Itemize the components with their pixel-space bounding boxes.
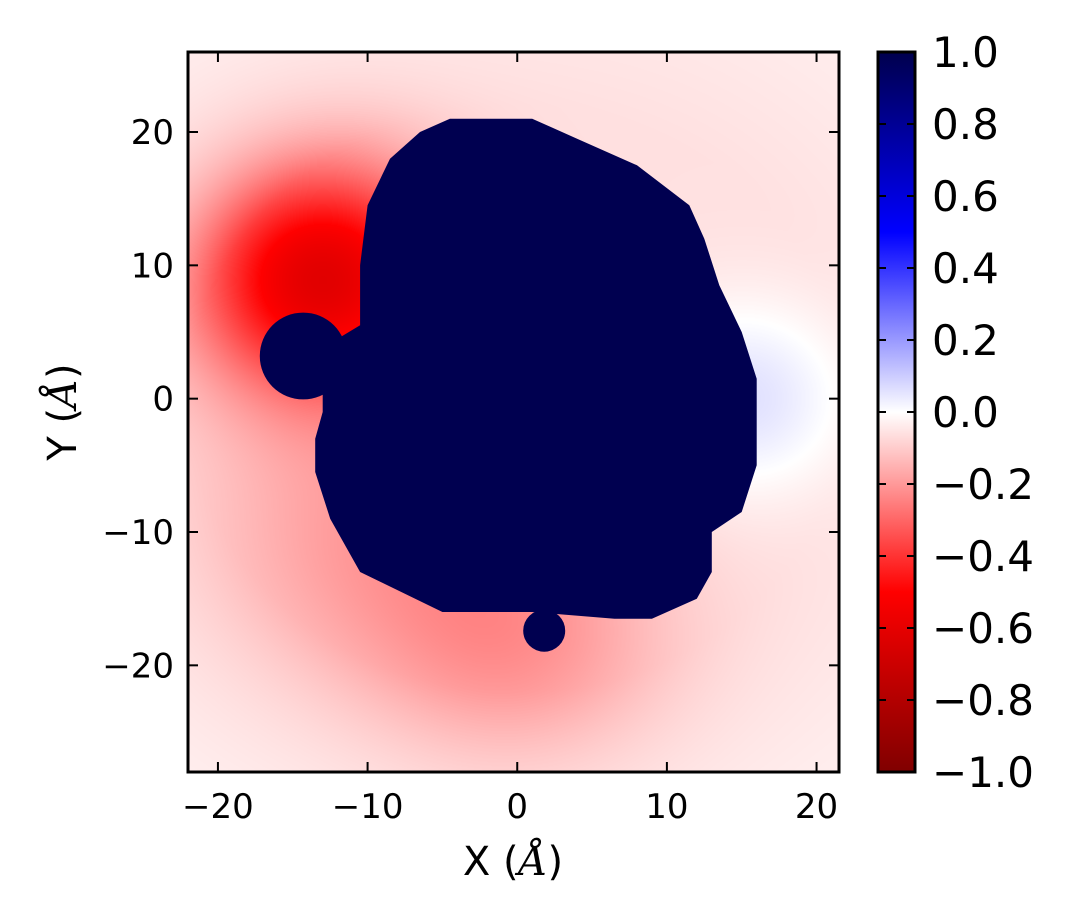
- plot-area: [188, 52, 839, 772]
- plot-frame: [186, 50, 841, 774]
- x-tick-label: 0: [506, 787, 528, 827]
- y-tick-label: 20: [131, 113, 174, 153]
- masked-blob-bottom: [523, 609, 566, 652]
- colorbar-tick-label: 0.8: [932, 100, 999, 149]
- colorbar-tick-label: 0.2: [932, 316, 999, 365]
- x-tick-label: 20: [795, 787, 838, 827]
- x-axis: −20 −10 0 10 20: [182, 52, 838, 827]
- x-tick-label: 10: [645, 787, 688, 827]
- colorbar-tick-label: −0.2: [932, 460, 1034, 509]
- masked-molecule-region: [315, 118, 757, 619]
- y-tick-label: −20: [102, 646, 174, 686]
- colorbar-tick-label: 0.6: [932, 172, 999, 221]
- colorbar-tick-label: −0.6: [932, 604, 1034, 653]
- colorbar-tick-label: 0.4: [932, 244, 999, 293]
- y-axis: −20 −10 0 10 20: [102, 113, 839, 686]
- y-tick-label: −10: [102, 513, 174, 553]
- y-axis-title: Y (Å): [39, 363, 86, 461]
- y-tick-label: 0: [152, 380, 174, 420]
- x-tick-label: −10: [332, 787, 404, 827]
- colorbar-ticks: 1.0 0.8 0.6 0.4 0.2 0.0 −0.2 −0.4 −0.6 −0.8 −1.0: [878, 28, 1034, 797]
- colorbar-tick-label: −1.0: [932, 748, 1034, 797]
- x-axis-title: X (Å): [463, 838, 563, 885]
- y-tick-label: 10: [131, 246, 174, 286]
- x-tick-label: −20: [182, 787, 254, 827]
- colorbar-tick-label: 0.0: [932, 388, 999, 437]
- colorbar-tick-label: 1.0: [932, 28, 999, 77]
- colorbar: 1.0 0.8 0.6 0.4 0.2 0.0 −0.2 −0.4 −0.6 −0.8 −1.0: [876, 28, 1034, 797]
- colorbar-tick-label: −0.8: [932, 676, 1034, 725]
- colorbar-tick-label: −0.4: [932, 532, 1034, 581]
- masked-blob-left: [259, 312, 347, 400]
